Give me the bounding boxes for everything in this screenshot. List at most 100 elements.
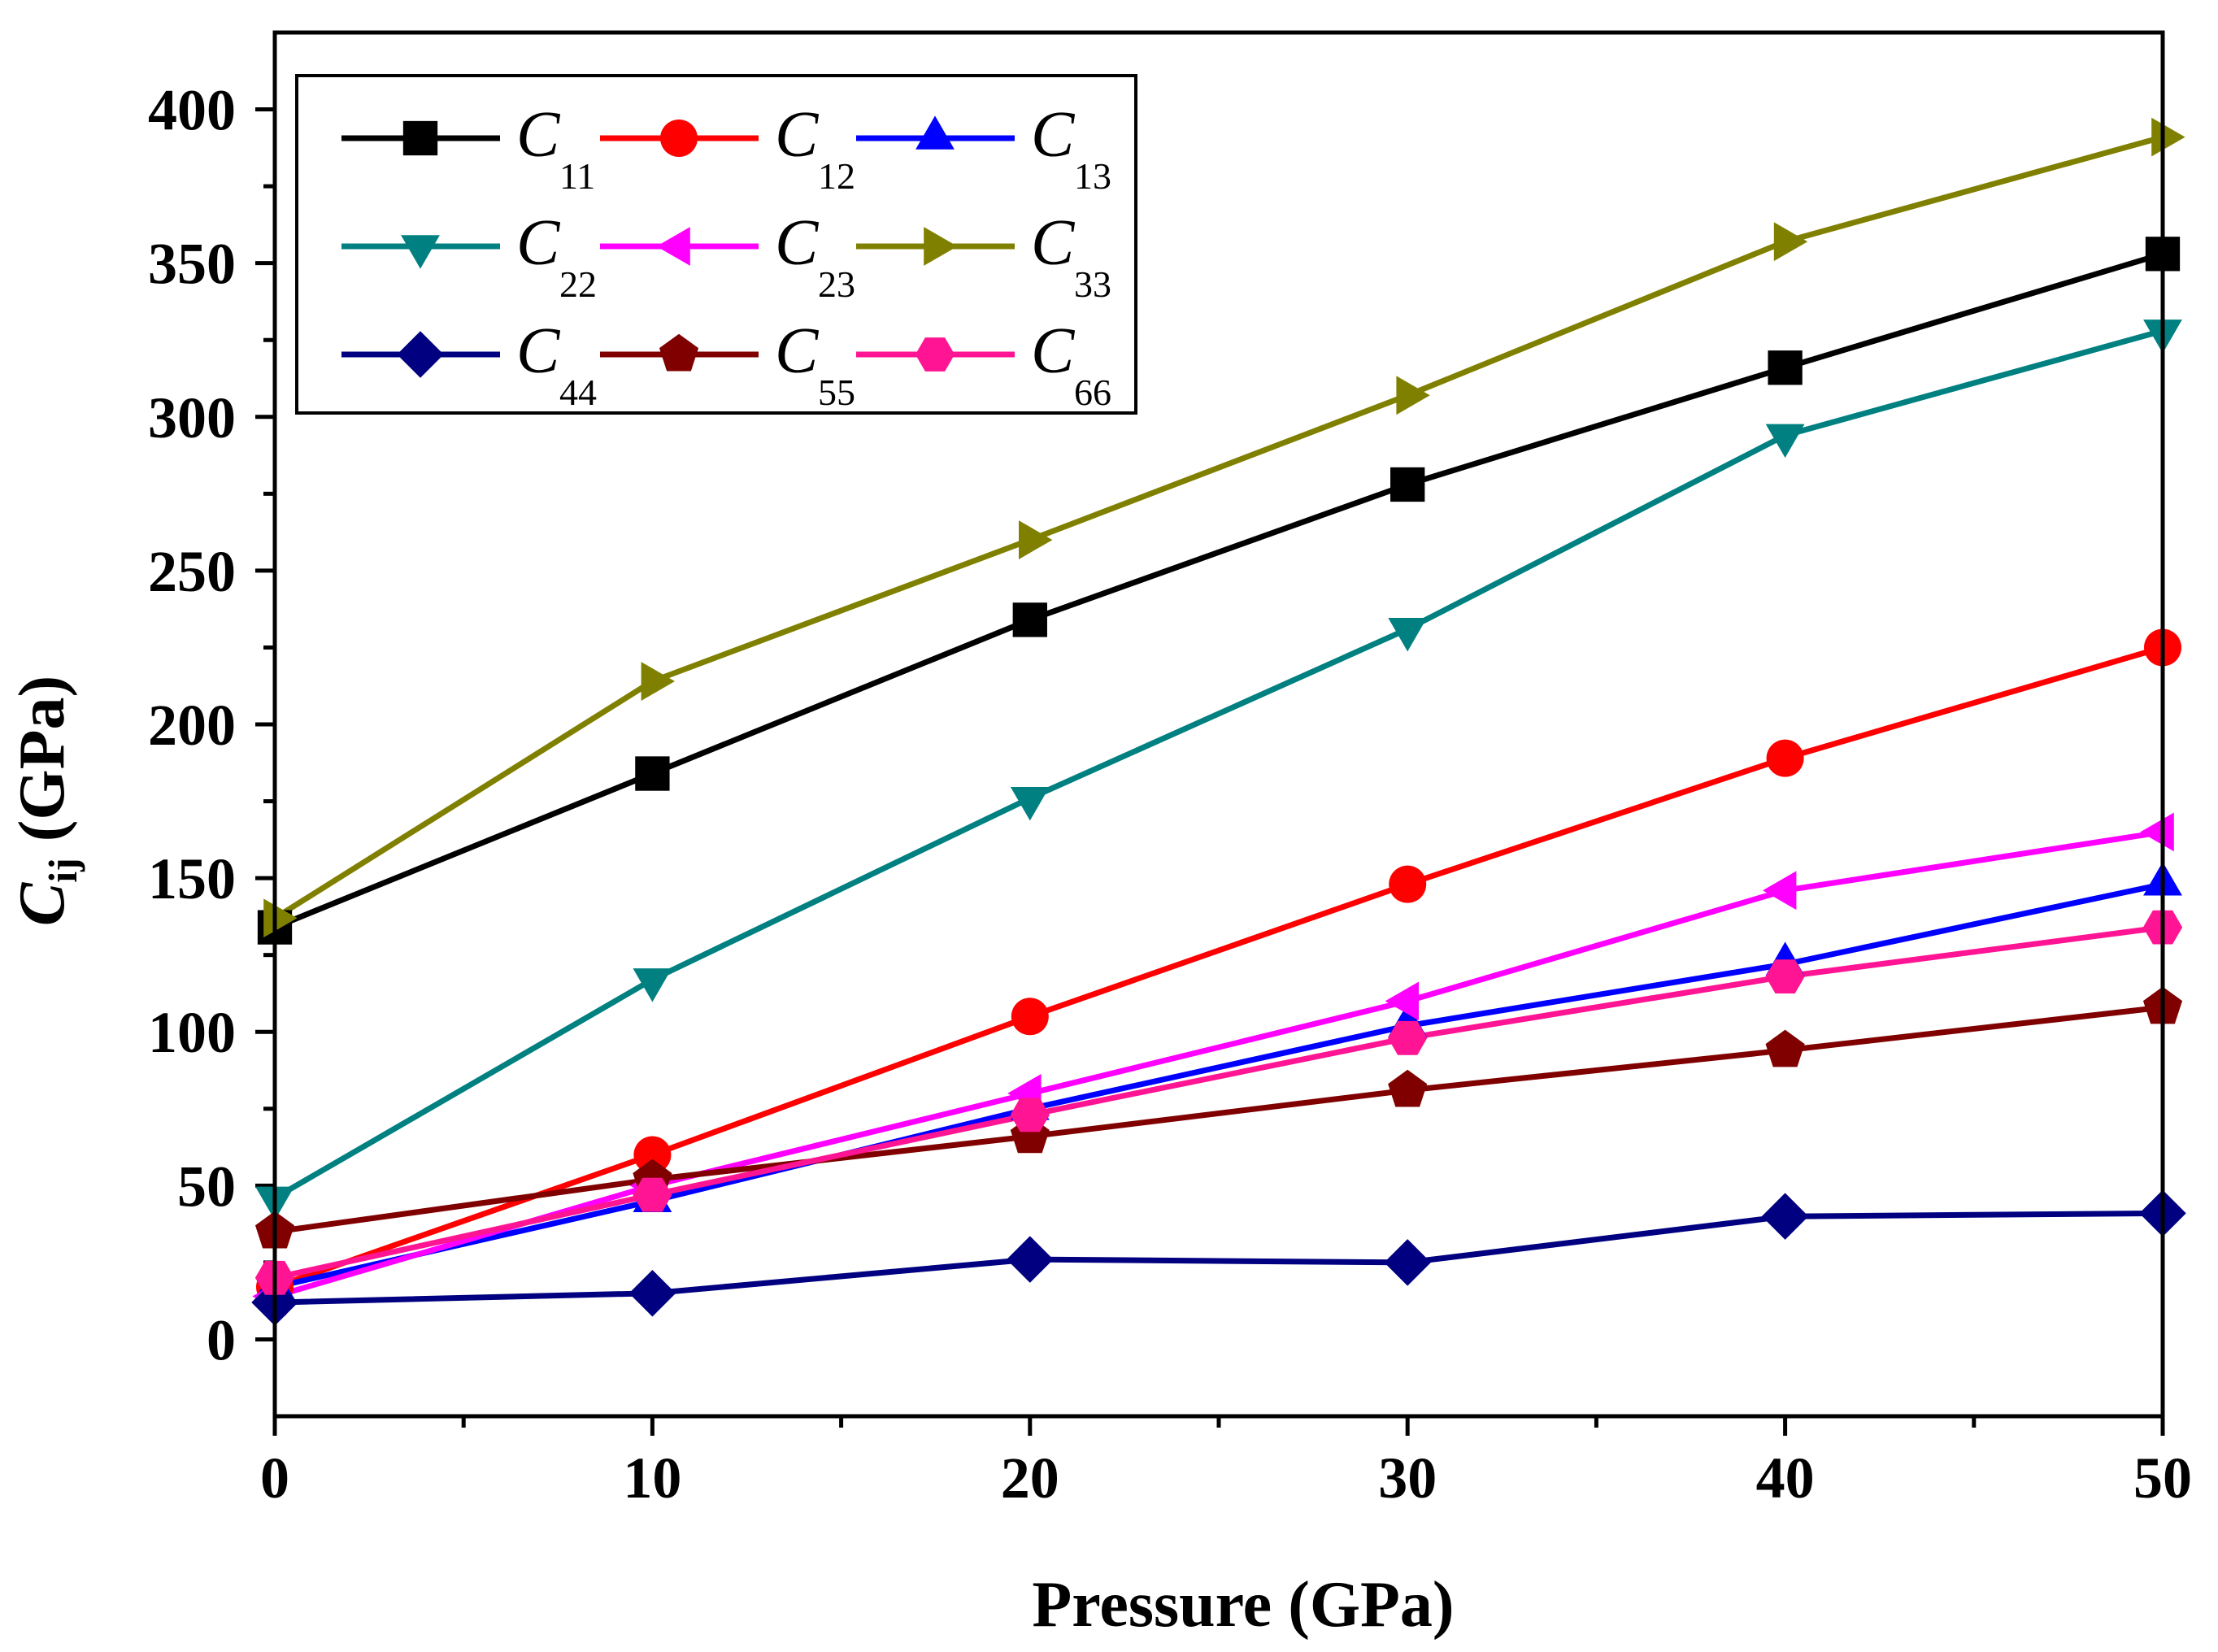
- legend-label-sub: 66: [1074, 372, 1111, 413]
- data-point-c12: [633, 1136, 672, 1174]
- legend-entry-c66: C66: [856, 315, 1111, 413]
- x-tick-label: 30: [1378, 1446, 1437, 1511]
- x-axis-title: Pressure (GPa): [1032, 1569, 1454, 1641]
- legend-entry-c44: C44: [341, 315, 597, 413]
- y-tick-label: 200: [148, 693, 236, 758]
- y-tick-labels: 0 50 100 150 200 250 300 350 400: [148, 78, 236, 1373]
- data-point-c66: [1010, 1098, 1050, 1132]
- data-point-c23: [2140, 812, 2174, 852]
- legend-entry-c55: C55: [600, 315, 855, 413]
- x-tick-label: 0: [260, 1446, 289, 1511]
- x-tick-label: 10: [623, 1446, 681, 1511]
- x-tick-label: 40: [1756, 1446, 1815, 1511]
- series-line-c33: [273, 134, 2164, 921]
- y-tick-label: 300: [148, 385, 236, 450]
- legend-entry-c22: C22: [341, 207, 597, 305]
- legend-marker: [915, 115, 955, 150]
- data-point-c11: [1012, 602, 1047, 637]
- series-line-c12: [273, 645, 2164, 1290]
- data-point-c33: [1396, 376, 1430, 415]
- y-tick-label: 50: [177, 1154, 236, 1219]
- data-point-c23: [1385, 981, 1419, 1021]
- legend-marker: [915, 337, 955, 372]
- data-point-c12: [1766, 739, 1804, 777]
- legend-label-sub: 23: [818, 263, 855, 305]
- legend-marker: [402, 120, 438, 156]
- axis-ticks: [255, 107, 2165, 1436]
- legend-label: C: [775, 315, 820, 387]
- legend-label: C: [516, 99, 561, 171]
- data-point-c11: [1768, 350, 1803, 385]
- data-point-c33: [1773, 222, 1808, 262]
- legend-label: C: [775, 207, 820, 279]
- y-axis-title-main: C: [7, 881, 78, 926]
- y-axis-title-rest: (GPa): [7, 676, 78, 858]
- data-point-c11: [635, 756, 670, 791]
- data-point-c66: [633, 1177, 672, 1212]
- legend-entry-c12: C12: [600, 99, 855, 197]
- data-point-c12: [1011, 998, 1049, 1036]
- legend-label-sub: 33: [1074, 263, 1111, 305]
- plot-frame: [272, 30, 2165, 1419]
- data-point-c22: [1010, 786, 1050, 821]
- data-point-c22: [633, 968, 672, 1002]
- y-tick-label: 100: [148, 1000, 236, 1065]
- y-tick-label: 350: [148, 232, 236, 297]
- legend-entry-c23: C23: [600, 207, 855, 305]
- data-point-c33: [263, 898, 298, 938]
- data-point-c33: [641, 662, 675, 701]
- series-line-c11: [273, 250, 2164, 930]
- legend-marker: [660, 120, 698, 157]
- y-tick-label: 150: [148, 846, 236, 911]
- legend-label: C: [1031, 207, 1076, 279]
- x-tick-labels: 0 10 20 30 40 50: [260, 1446, 2192, 1511]
- data-point-c55: [1388, 1069, 1428, 1107]
- data-point-c55: [1765, 1029, 1805, 1067]
- data-point-c44: [1007, 1236, 1054, 1283]
- legend-label-sub: 13: [1074, 155, 1111, 197]
- legend-marker: [659, 333, 699, 372]
- y-tick-label: 0: [207, 1307, 236, 1372]
- legend-label: C: [775, 99, 820, 171]
- legend-marker: [401, 235, 440, 269]
- legend-label: C: [516, 315, 561, 387]
- series-line-c13: [274, 881, 2164, 1290]
- data-point-c66: [1388, 1020, 1428, 1055]
- data-point-c22: [1388, 617, 1428, 652]
- series-line-c55: [274, 1004, 2164, 1235]
- y-axis-title-sub: ij: [40, 858, 85, 883]
- x-tick-label: 20: [1001, 1446, 1059, 1511]
- legend-marker: [924, 227, 958, 266]
- legend-entry-c13: C13: [856, 99, 1111, 197]
- data-point-c11: [1390, 467, 1425, 502]
- data-point-c66: [1765, 959, 1805, 994]
- legend-label-sub: 12: [818, 155, 855, 197]
- legend-label-sub: 11: [559, 155, 595, 197]
- series-line-c44: [274, 1210, 2164, 1306]
- legend-label: C: [1031, 315, 1076, 387]
- legend-marker: [397, 331, 444, 378]
- data-point-c44: [628, 1269, 676, 1317]
- data-point-c22: [1765, 424, 1805, 459]
- legend-label-sub: 22: [559, 263, 597, 305]
- y-axis-title: Cij (GPa): [7, 676, 85, 926]
- legend-label: C: [516, 207, 561, 279]
- legend-entry-c33: C33: [856, 207, 1111, 305]
- y-tick-label: 400: [148, 78, 236, 143]
- data-point-c33: [1019, 520, 1053, 559]
- series-lines: [273, 134, 2164, 1306]
- series-markers: [251, 117, 2186, 1326]
- legend-entry-c11: C11: [341, 99, 595, 197]
- legend-label-sub: 55: [818, 372, 855, 413]
- x-tick-label: 50: [2133, 1446, 2192, 1511]
- data-point-c44: [1384, 1239, 1431, 1286]
- legend-marker: [656, 227, 690, 266]
- data-point-c44: [1761, 1193, 1809, 1240]
- y-tick-label: 250: [148, 539, 236, 604]
- data-point-c12: [1389, 865, 1427, 903]
- legend-label-sub: 44: [559, 372, 597, 413]
- series-line-c22: [273, 328, 2164, 1201]
- legend-label: C: [1031, 99, 1076, 171]
